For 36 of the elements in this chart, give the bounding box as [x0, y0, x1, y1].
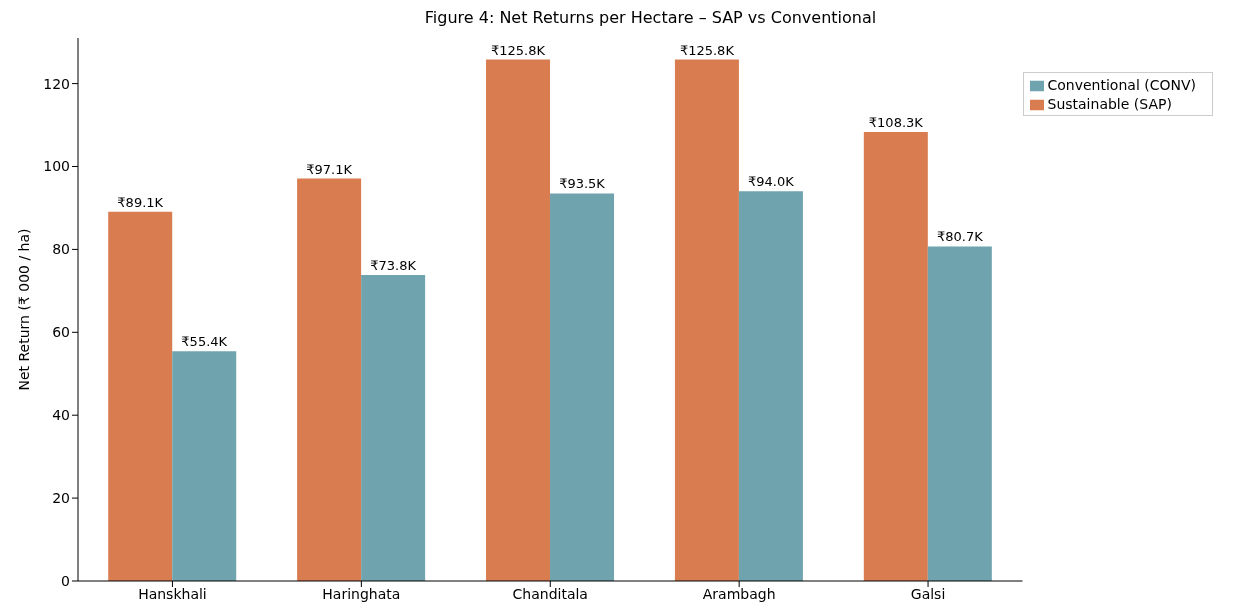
bar: [674, 59, 739, 581]
data-label: ₹125.8K: [491, 42, 546, 58]
legend-label: Sustainable (SAP): [1047, 96, 1172, 112]
data-label: ₹73.8K: [370, 258, 417, 274]
y-tick-label: 0: [61, 572, 70, 589]
y-tick-label: 60: [52, 324, 70, 341]
bar: [927, 246, 992, 581]
x-tick-label: Chanditala: [512, 585, 588, 602]
bar: [863, 132, 928, 581]
data-label: ₹94.0K: [748, 174, 795, 190]
bar: [486, 59, 551, 581]
y-tick-label: 80: [52, 241, 70, 258]
x-tick-label: Haringhata: [322, 585, 401, 602]
data-label: ₹93.5K: [559, 176, 606, 192]
data-label: ₹108.3K: [868, 115, 924, 131]
x-tick-label: Hanskhali: [138, 585, 207, 602]
x-tick-label: Galsi: [910, 585, 946, 602]
bar: [172, 351, 237, 581]
y-tick-label: 20: [52, 490, 70, 507]
chart-title: Figure 4: Net Returns per Hectare – SAP vs Conventional: [423, 8, 878, 29]
data-label: ₹125.8K: [679, 42, 735, 58]
y-tick-label: 40: [52, 407, 70, 424]
bar: [738, 191, 803, 581]
bar: [108, 211, 173, 581]
legend-label: Conventional (CONV): [1047, 77, 1196, 93]
x-tick-label: Arambagh: [702, 585, 776, 602]
y-tick-label: 120: [43, 75, 70, 92]
data-label: ₹80.7K: [936, 229, 984, 245]
bar: [550, 193, 615, 581]
bar: [297, 178, 362, 581]
data-label: ₹97.1K: [306, 161, 353, 177]
y-tick-label: 100: [43, 158, 70, 175]
data-label: ₹55.4K: [181, 334, 228, 350]
bar: [361, 275, 426, 581]
y-axis-title: Net Return (₹ 000 / ha): [15, 228, 32, 391]
data-label: ₹89.1K: [117, 194, 164, 210]
